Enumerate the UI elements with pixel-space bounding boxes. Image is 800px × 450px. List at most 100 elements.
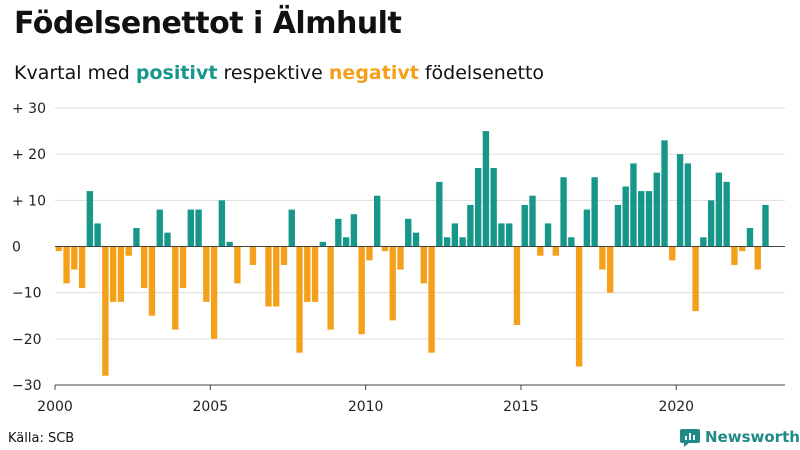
subtitle-suffix: födelsenetto	[418, 62, 545, 84]
bar	[692, 246, 699, 312]
y-tick-label: −20	[12, 332, 42, 348]
bar	[428, 246, 435, 353]
bar	[715, 172, 723, 247]
bar	[311, 246, 319, 302]
subtitle-middle: respektive	[217, 62, 329, 84]
bar	[218, 200, 226, 247]
bar	[288, 209, 295, 247]
bar	[754, 246, 761, 270]
bar	[568, 237, 575, 247]
newsworthy-logo: Newsworthy	[680, 427, 800, 447]
y-axis: + 30 + 20 + 10 0 −10 −20 −30	[12, 101, 46, 394]
bar	[684, 163, 692, 247]
x-tick-label: 2015	[503, 399, 539, 415]
bar	[614, 204, 622, 247]
bar	[490, 168, 497, 247]
bar	[141, 246, 148, 289]
bar	[179, 246, 187, 289]
bar	[164, 232, 171, 247]
bar-chart-icon	[680, 429, 700, 447]
x-axis: 2000 2005 2010 2015 2020	[37, 384, 785, 415]
bar	[661, 140, 668, 247]
bar	[249, 246, 257, 265]
y-tick-label: + 10	[12, 193, 46, 209]
bar	[342, 237, 350, 247]
bar	[358, 246, 365, 335]
chart-subtitle: Kvartal med positivt respektive negativt…	[14, 62, 544, 84]
bar	[700, 237, 707, 247]
bar	[102, 246, 109, 376]
subtitle-negative: negativt	[328, 62, 419, 84]
bar	[443, 237, 451, 247]
bar	[381, 246, 389, 252]
bar	[156, 209, 163, 247]
bar	[412, 232, 420, 247]
bar	[707, 200, 715, 247]
bar	[187, 209, 194, 247]
chart-title: Födelsenettot i Älmhult	[14, 6, 402, 41]
bar	[335, 218, 342, 247]
bar	[731, 246, 738, 265]
logo-text: Newsworthy	[705, 428, 800, 446]
bar	[599, 246, 606, 270]
bar	[366, 246, 373, 261]
bar	[560, 177, 567, 247]
y-tick-label: −10	[12, 286, 42, 302]
source-note: Källa: SCB	[8, 431, 75, 446]
bar	[63, 246, 70, 284]
bar	[304, 246, 311, 302]
bar	[148, 246, 156, 316]
bar	[653, 172, 660, 247]
x-tick-label: 2000	[37, 399, 73, 415]
bar	[544, 223, 552, 247]
bar	[265, 246, 272, 307]
bars	[55, 131, 769, 376]
bar	[350, 214, 358, 247]
bar	[374, 195, 381, 247]
bar	[327, 246, 334, 330]
bar	[319, 241, 327, 247]
bar	[94, 223, 101, 247]
bar	[296, 246, 303, 353]
bar	[405, 218, 412, 247]
bar	[506, 223, 513, 247]
bar	[467, 204, 474, 247]
subtitle-prefix: Kvartal med	[14, 62, 136, 84]
bar	[583, 209, 591, 247]
bar	[762, 204, 769, 247]
bar	[591, 177, 598, 247]
bar	[606, 246, 614, 293]
bar	[273, 246, 280, 307]
bar	[513, 246, 521, 325]
bar	[172, 246, 179, 330]
x-tick-label: 2005	[192, 399, 228, 415]
bar	[645, 191, 653, 247]
bar	[451, 223, 459, 247]
bar	[723, 181, 730, 247]
bar	[521, 204, 528, 247]
bar	[203, 246, 210, 302]
bar	[739, 246, 746, 252]
y-tick-label: + 20	[12, 147, 46, 163]
bar	[669, 246, 676, 261]
bar	[498, 223, 505, 247]
bar	[86, 191, 94, 247]
bar	[552, 246, 559, 256]
bar	[195, 209, 202, 247]
bar	[529, 195, 536, 247]
bar	[210, 246, 218, 339]
bar	[397, 246, 404, 270]
bar	[55, 246, 62, 252]
y-tick-label: 0	[12, 240, 21, 256]
bar	[482, 131, 490, 247]
bar	[125, 246, 132, 256]
bar	[436, 181, 443, 247]
bar	[676, 154, 684, 247]
bar	[226, 241, 233, 247]
bar	[280, 246, 288, 265]
bar	[630, 163, 637, 247]
bar	[537, 246, 544, 256]
y-tick-label: −30	[12, 378, 42, 394]
y-tick-label: + 30	[12, 101, 46, 117]
